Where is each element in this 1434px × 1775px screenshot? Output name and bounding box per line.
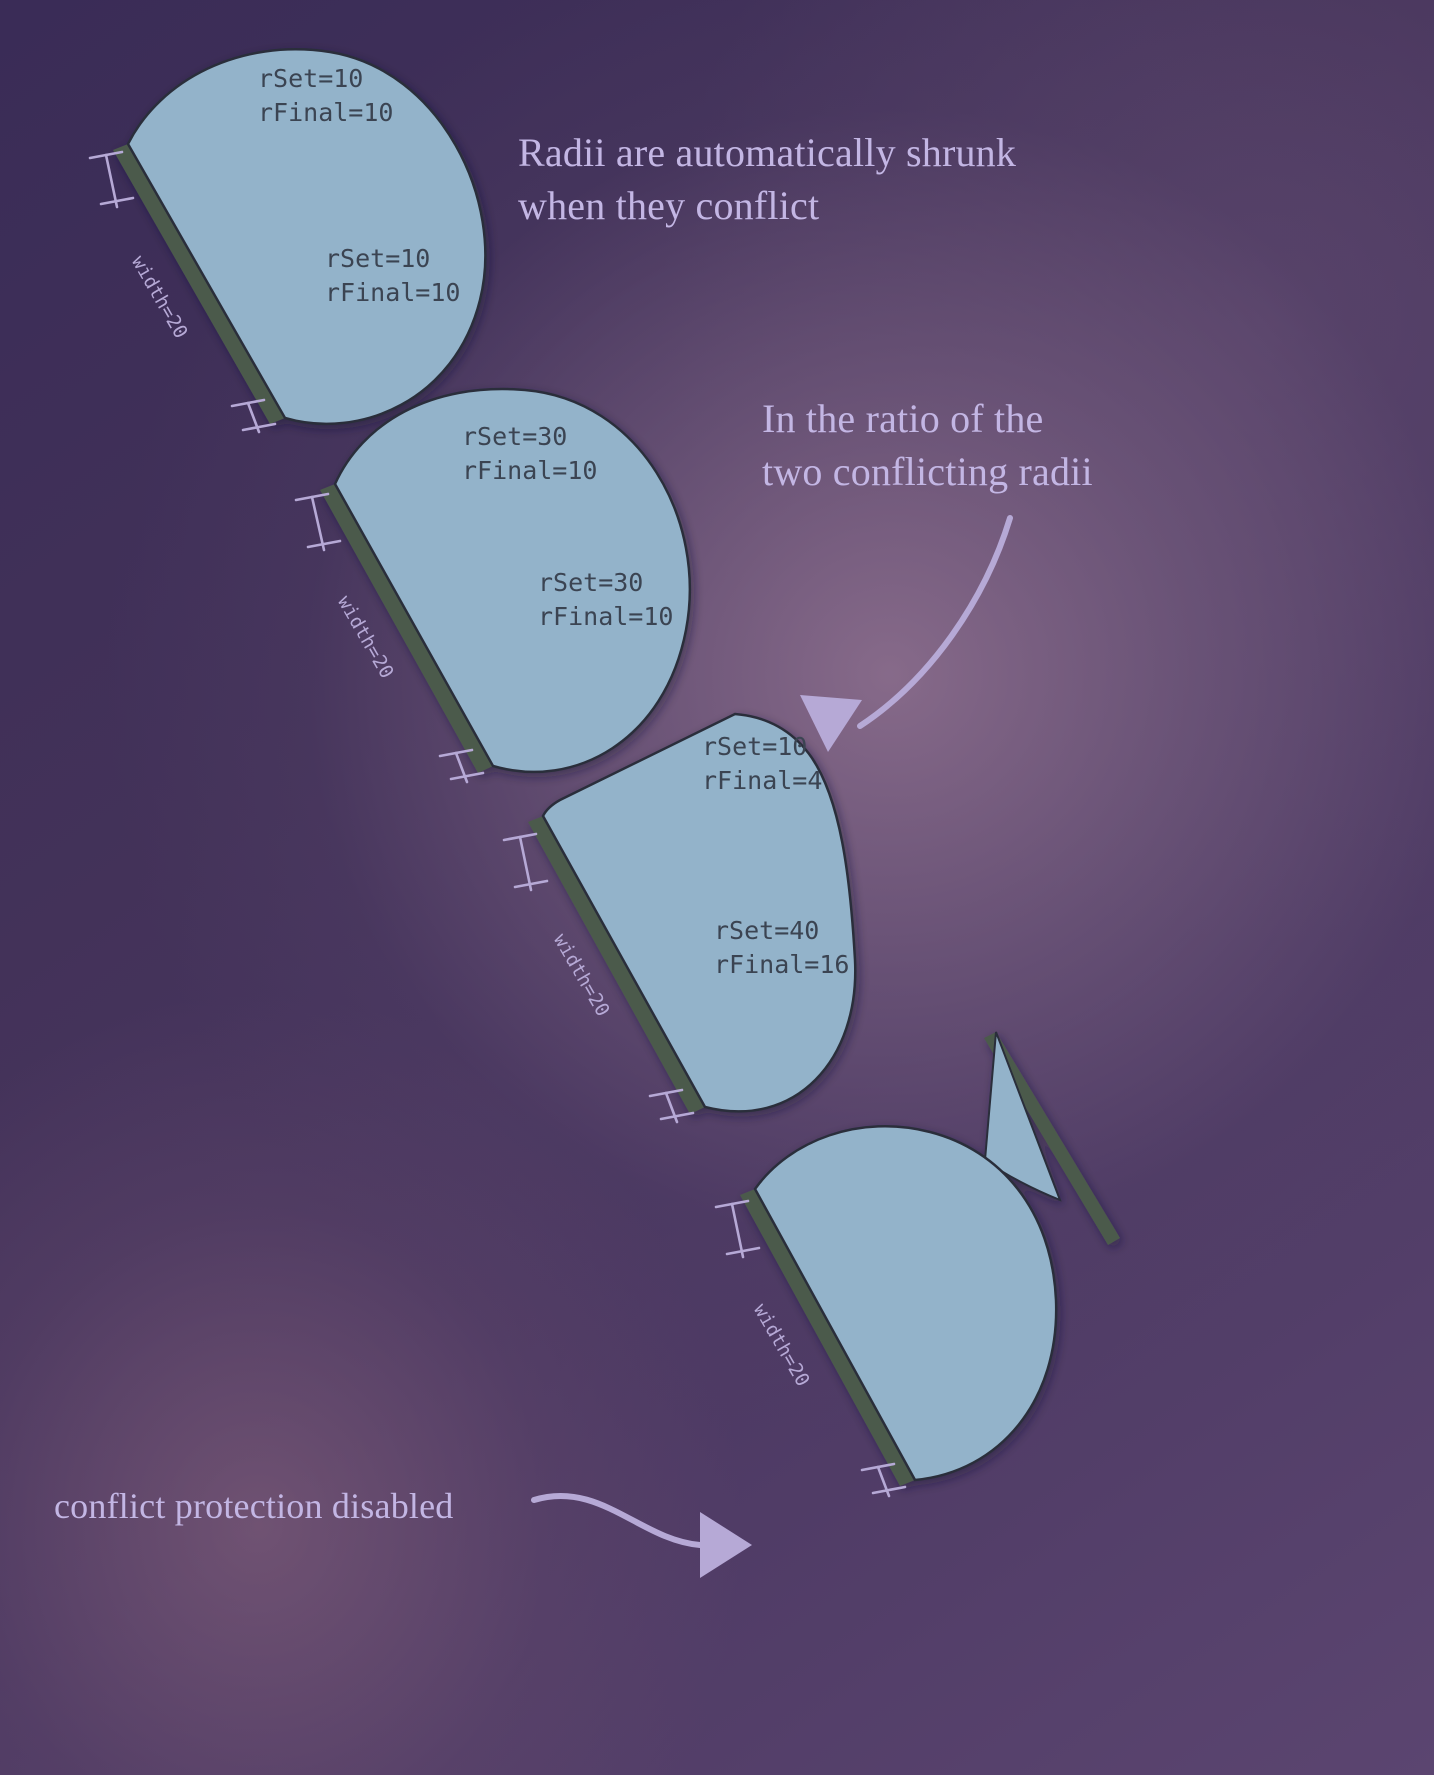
arrow-disabled xyxy=(531,1492,752,1578)
shape-1 xyxy=(113,48,487,426)
arrow-disabled-head xyxy=(700,1512,752,1578)
arrow-ratio xyxy=(800,515,1013,752)
shape-2-dim-bottom xyxy=(438,748,485,784)
shape-2-dim-top xyxy=(294,492,342,552)
annotation-radii-shrunk: Radii are automatically shrunk when they… xyxy=(518,130,1017,229)
annotation-ratio: In the ratio of the two conflicting radi… xyxy=(762,396,1093,495)
shape-1-bottom-radius-label: rSet=10 rFinal=10 xyxy=(325,244,461,307)
shape-3 xyxy=(528,712,857,1114)
shape-1-edge xyxy=(113,144,285,424)
shape-2-body xyxy=(333,387,691,774)
shape-1-top-radius-label: rSet=10 rFinal=10 xyxy=(258,64,394,127)
shape-3-dim-top xyxy=(502,832,549,892)
shape-4-spike-edge xyxy=(984,1032,1120,1245)
shape-3-dim-bottom xyxy=(648,1088,695,1124)
shape-2-edge xyxy=(320,484,493,773)
annotation-conflict-protection-disabled: conflict protection disabled xyxy=(54,1486,454,1526)
shape-2 xyxy=(320,387,691,774)
shape-1-dim-bottom xyxy=(230,398,277,434)
shape-3-top-radius-label: rSet=10 rFinal=4 xyxy=(702,732,823,795)
shape-1-dim-top xyxy=(88,150,135,209)
shape-4-dim-bottom xyxy=(860,1462,907,1498)
arrow-ratio-head xyxy=(800,695,862,752)
shape-3-edge xyxy=(528,816,705,1114)
shape-1-body xyxy=(126,48,487,426)
shape-3-bottom-radius-label: rSet=40 rFinal=16 xyxy=(714,916,850,979)
shape-2-top-radius-label: rSet=30 rFinal=10 xyxy=(462,422,598,485)
shape-4-dim-top xyxy=(714,1199,761,1259)
shape-4-edge xyxy=(740,1189,915,1486)
shape-4-body xyxy=(753,1125,1058,1482)
shape-2-bottom-radius-label: rSet=30 rFinal=10 xyxy=(538,568,674,631)
shape-3-body xyxy=(541,712,857,1113)
shape-4 xyxy=(740,1031,1120,1486)
